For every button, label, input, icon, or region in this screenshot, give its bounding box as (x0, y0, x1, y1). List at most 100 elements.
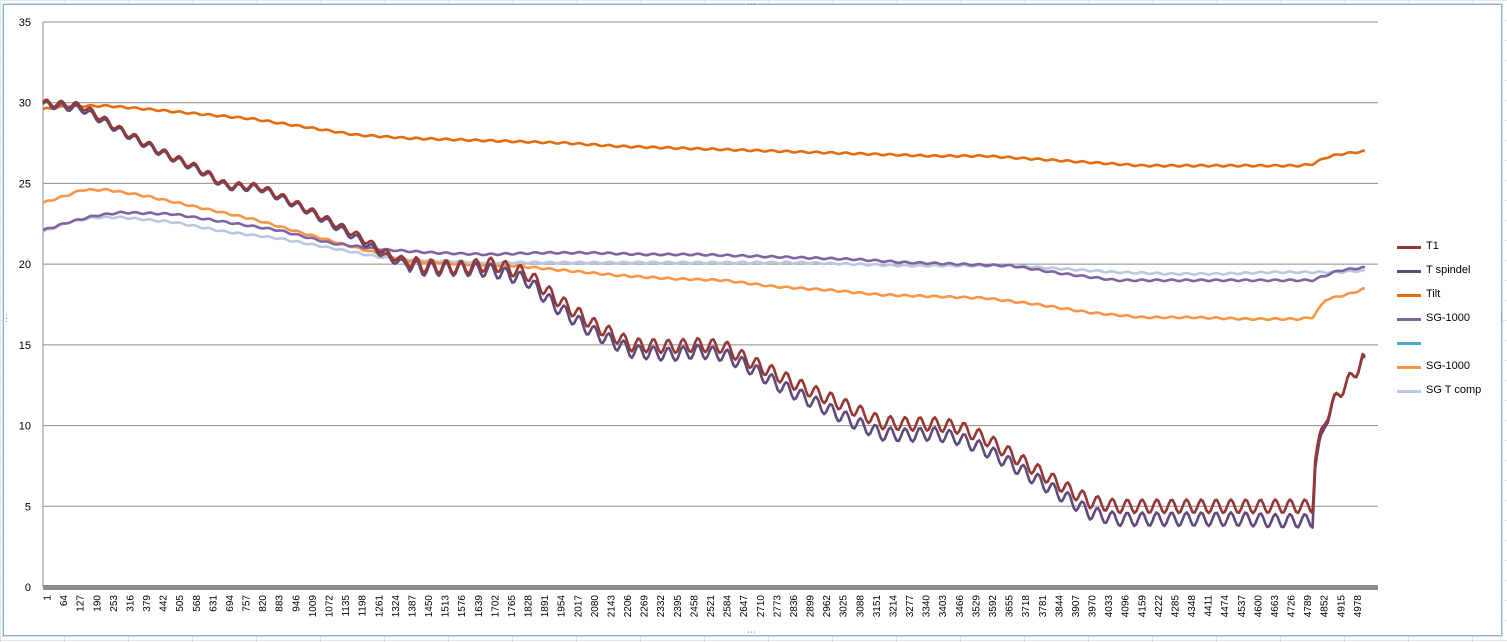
x-tick-label: 757 (242, 595, 253, 612)
x-tick-label: 4474 (1220, 595, 1231, 618)
x-tick-label: 1324 (391, 595, 402, 618)
x-tick-label: 316 (125, 595, 136, 612)
x-tick-label: 4663 (1270, 595, 1281, 618)
x-tick-label: 1828 (524, 595, 535, 618)
y-axis: 0 5 10 15 20 25 30 35 (19, 17, 44, 594)
legend-swatch (1397, 270, 1421, 273)
legend-label: SG-1000 (1426, 312, 1471, 324)
x-tick-label: 1513 (441, 595, 452, 618)
x-tick-label: 2836 (789, 595, 800, 618)
x-tick-label: 883 (275, 595, 286, 612)
x-axis-line (43, 585, 1378, 590)
x-tick-label: 3466 (955, 595, 966, 618)
x-tick-label: 1261 (374, 595, 385, 618)
x-tick-label: 505 (175, 595, 186, 612)
legend-label: T spindel (1426, 264, 1471, 276)
legend-label: SG T comp (1426, 384, 1482, 396)
x-tick-label: 2521 (706, 595, 717, 618)
x-tick-label: 4978 (1353, 595, 1364, 618)
x-tick-label: 568 (192, 595, 203, 612)
x-tick-label: 3403 (938, 595, 949, 618)
y-tick-label: 25 (19, 178, 31, 190)
x-tick-label: 3088 (855, 595, 866, 618)
legend-label: SG-1000 (1426, 360, 1471, 372)
legend-swatch (1397, 246, 1421, 249)
x-tick-label: 2899 (806, 595, 817, 618)
x-tick-label: 2206 (623, 595, 634, 618)
x-tick-label: 253 (109, 595, 120, 612)
x-tick-label: 4159 (1137, 595, 1148, 618)
x-tick-label: 3214 (888, 595, 899, 618)
legend-swatch (1397, 342, 1421, 345)
x-tick-label: 946 (291, 595, 302, 612)
x-tick-label: 820 (258, 595, 269, 612)
x-tick-label: 4096 (1121, 595, 1132, 618)
x-tick-label: 4222 (1154, 595, 1165, 618)
x-tick-label: 631 (208, 595, 219, 612)
x-tick-label: 1198 (358, 595, 369, 617)
x-tick-label: 2710 (756, 595, 767, 618)
x-tick-label: 190 (92, 595, 103, 612)
x-tick-label: 3025 (839, 595, 850, 618)
x-tick-label: 3151 (872, 595, 883, 618)
x-tick-label: 1072 (324, 595, 335, 618)
x-tick-label: 3970 (1088, 595, 1099, 618)
legend-item: T spindel (1397, 264, 1497, 280)
x-tick-label: 1639 (474, 595, 485, 618)
x-tick-label: 2017 (573, 595, 584, 618)
x-tick-label: 694 (225, 595, 236, 612)
x-tick-label: 3781 (1038, 595, 1049, 618)
plot-area (42, 98, 1366, 529)
x-tick-label: 3718 (1021, 595, 1032, 618)
x-tick-label: 1135 (341, 595, 352, 617)
x-tick-label: 4789 (1303, 595, 1314, 618)
x-tick-label: 4411 (1204, 595, 1215, 617)
x-tick-label: 442 (159, 595, 170, 612)
legend-swatch (1397, 366, 1421, 369)
x-tick-label: 2269 (640, 595, 651, 618)
resize-handle-right[interactable]: ⋮ (1497, 314, 1506, 324)
x-tick-label: 2332 (656, 595, 667, 618)
resize-handle-bottom[interactable]: ⋯ (747, 628, 756, 638)
x-tick-label: 4915 (1336, 595, 1347, 618)
legend-label: T1 (1426, 240, 1439, 252)
x-tick-label: 64 (59, 595, 70, 607)
x-tick-label: 4285 (1170, 595, 1181, 618)
x-tick-label: 4033 (1104, 595, 1115, 618)
series-line-2 (42, 103, 1366, 168)
x-tick-label: 1 (43, 595, 54, 601)
x-tick-label: 1450 (424, 595, 435, 618)
y-tick-label: 0 (25, 582, 31, 594)
series-line-0 (42, 98, 1366, 515)
y-tick-label: 5 (25, 501, 31, 513)
x-tick-label: 3529 (971, 595, 982, 618)
x-tick-label: 2080 (590, 595, 601, 618)
x-tick-label: 1702 (490, 595, 501, 618)
x-tick-label: 1387 (407, 595, 418, 618)
legend-item: T1 (1397, 240, 1497, 256)
legend-item: SG T comp (1397, 384, 1497, 400)
legend-swatch (1397, 318, 1421, 321)
legend-item: Tilt (1397, 288, 1497, 304)
gridlines (43, 21, 1378, 507)
resize-handle-top[interactable]: ⋯ (747, 0, 756, 10)
legend-swatch (1397, 294, 1421, 297)
x-tick-label: 4600 (1253, 595, 1264, 618)
series-line-3 (42, 210, 1366, 283)
x-tick-label: 2584 (723, 595, 734, 618)
y-tick-label: 30 (19, 98, 31, 110)
x-tick-label: 1765 (507, 595, 518, 618)
x-tick-label: 3844 (1054, 595, 1065, 618)
x-tick-label: 2143 (606, 595, 617, 618)
x-axis: 1 64 127 190 253 316 379 442 505 568 631 694 757 820 8… (43, 585, 1378, 618)
x-tick-label: 1954 (557, 595, 568, 618)
x-tick-label: 4348 (1187, 595, 1198, 618)
x-tick-label: 2962 (822, 595, 833, 618)
x-tick-label: 1009 (308, 595, 319, 618)
legend-item: SG-1000 (1397, 312, 1497, 328)
x-tick-label: 379 (142, 595, 153, 612)
y-tick-label: 20 (19, 259, 31, 271)
resize-handle-left[interactable]: ⋮ (2, 314, 11, 324)
x-tick-label: 3340 (922, 595, 933, 618)
